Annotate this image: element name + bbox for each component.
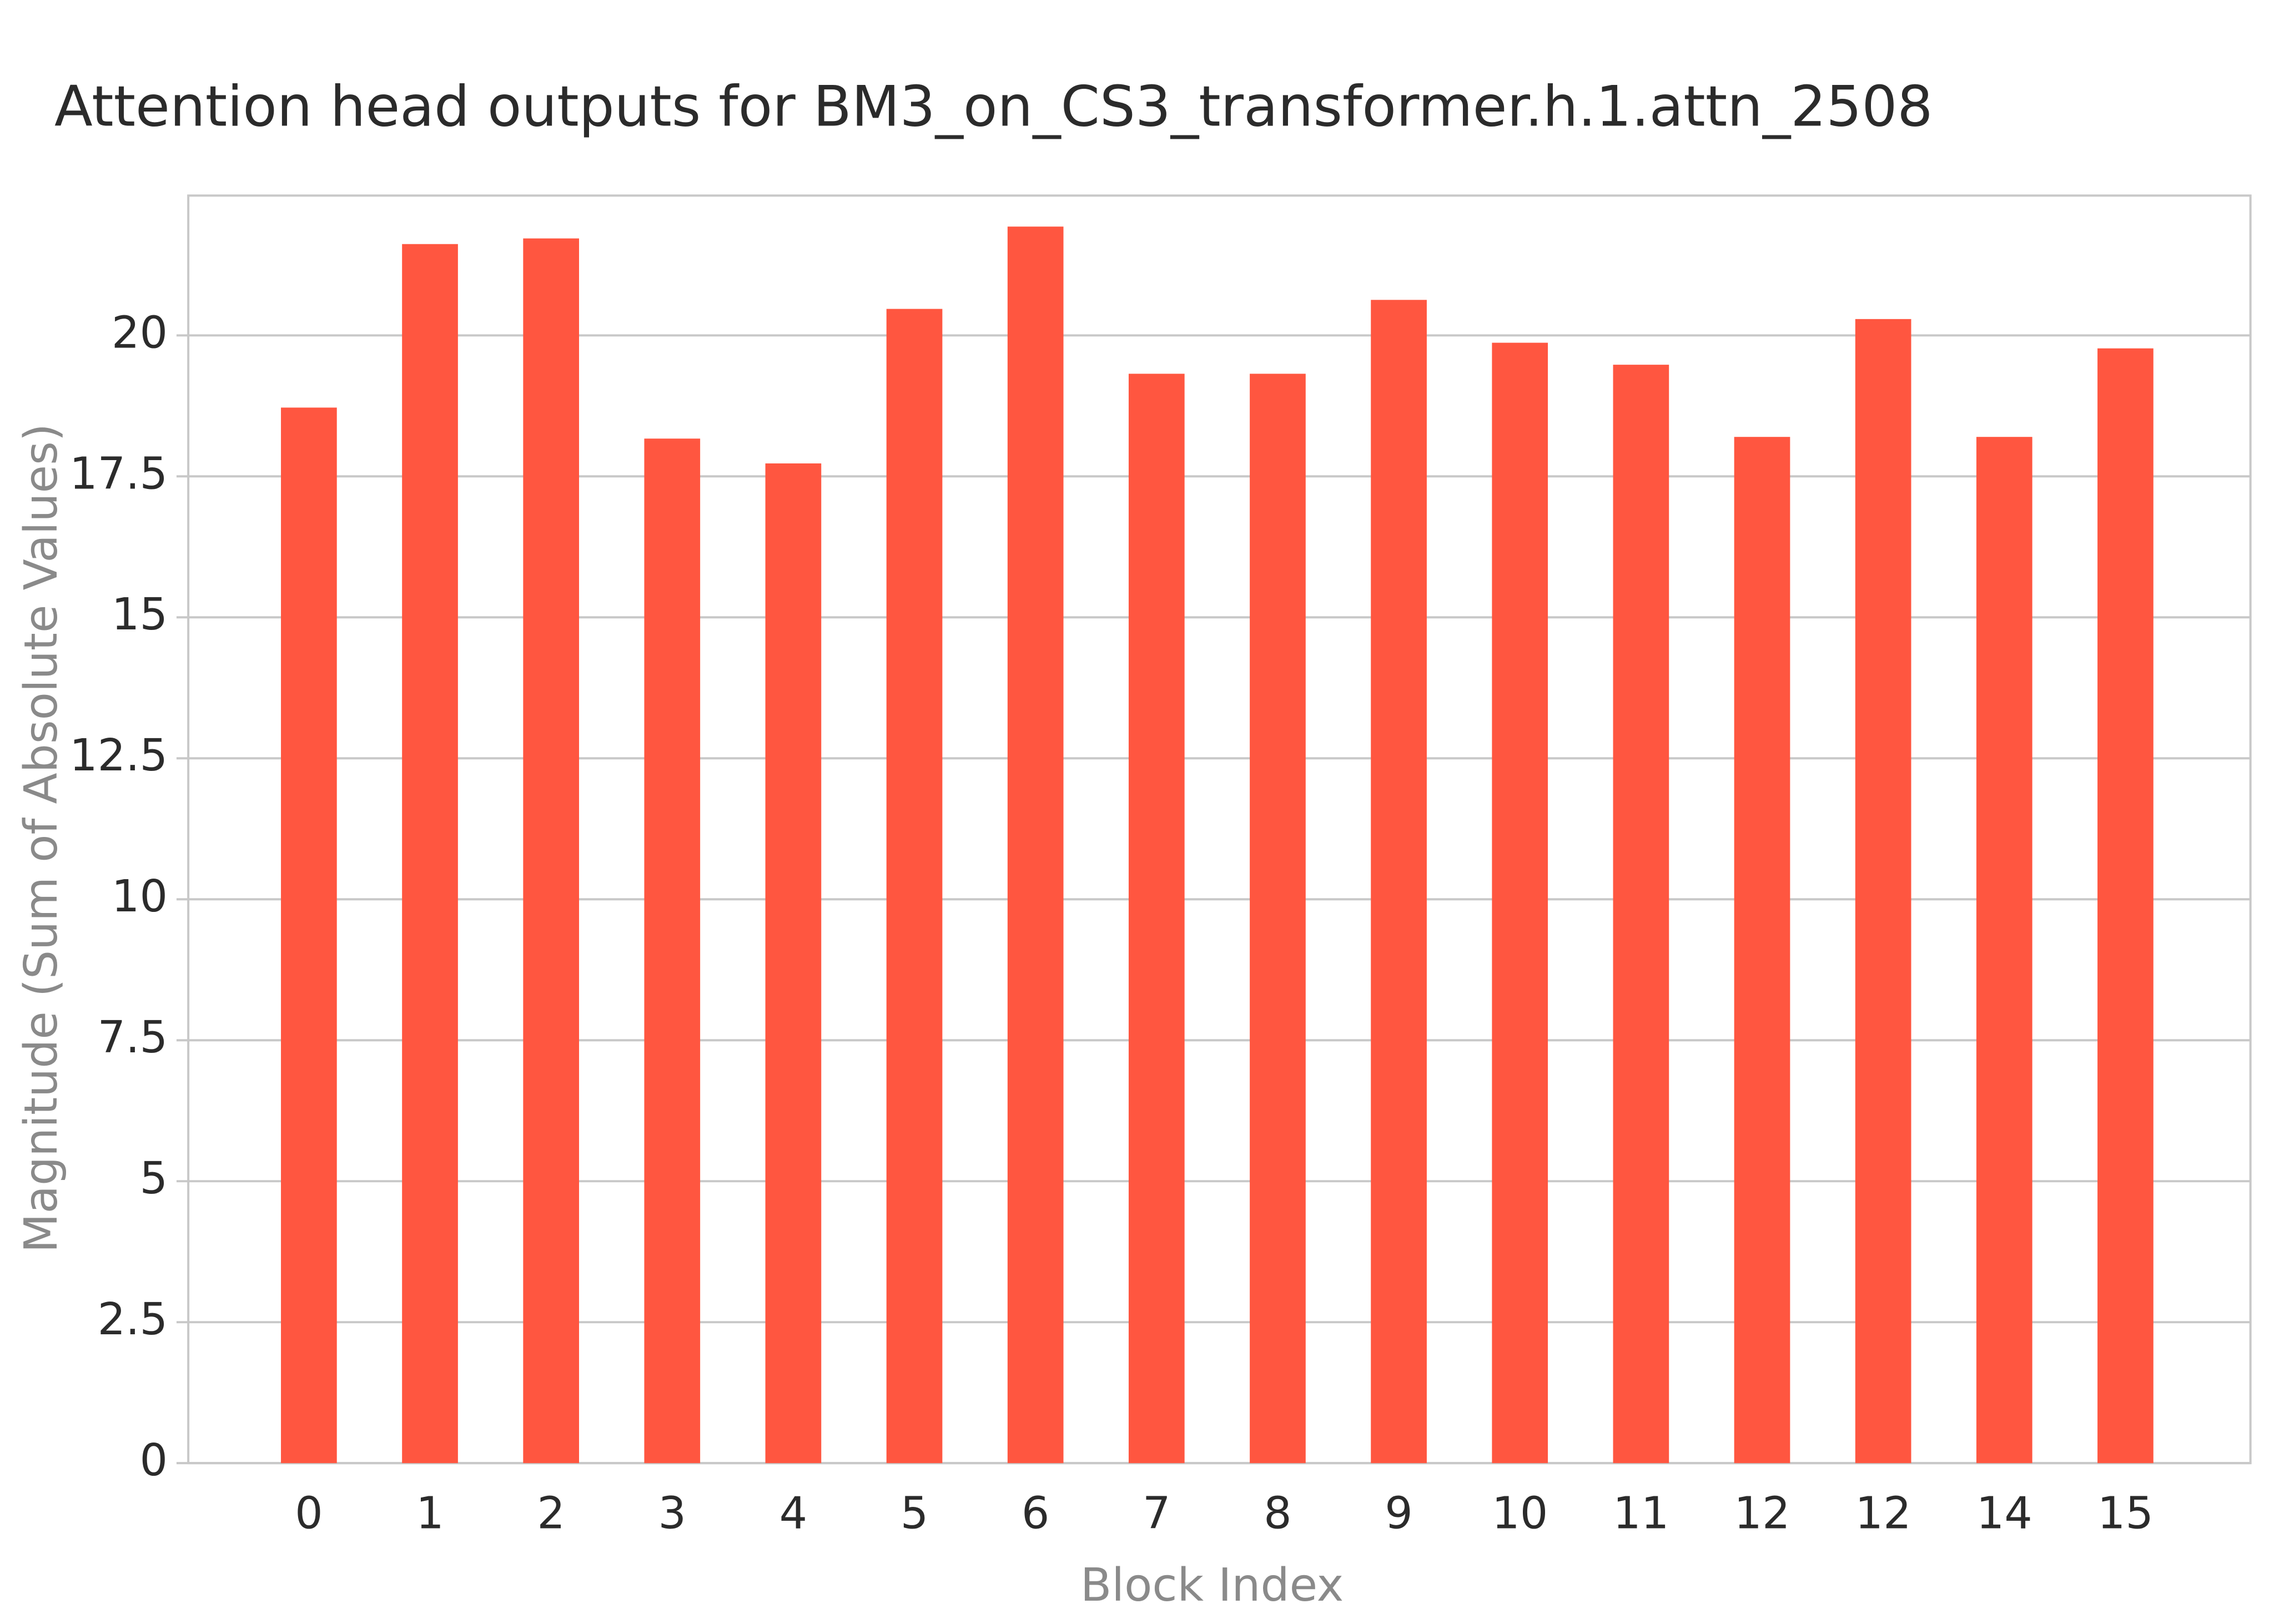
y-tick-label: 20 (112, 306, 168, 358)
x-tick-label: 1 (416, 1487, 444, 1539)
bar (1976, 437, 2032, 1464)
bar (281, 407, 337, 1464)
y-tick-label: 17.5 (69, 447, 168, 499)
y-axis-label: Magnitude (Sum of Absolute Values) (15, 423, 68, 1253)
y-tick-label: 2.5 (98, 1293, 168, 1345)
x-tick-label: 5 (900, 1487, 929, 1539)
bar (644, 438, 701, 1464)
x-tick-label: 11 (1613, 1487, 1669, 1539)
y-tick-label: 5 (139, 1152, 168, 1204)
x-tick-label: 0 (295, 1487, 323, 1539)
x-tick-label: 3 (658, 1487, 687, 1539)
bar (2097, 348, 2154, 1464)
y-tick-label: 15 (112, 588, 168, 640)
bar (1007, 226, 1064, 1464)
y-tick-label: 12.5 (69, 729, 168, 781)
bar (1492, 342, 1548, 1464)
bar (1855, 319, 1911, 1464)
y-tick-label: 10 (112, 870, 168, 922)
x-tick-label: 6 (1022, 1487, 1050, 1539)
plot-frame (187, 194, 2252, 1465)
x-tick-label: 14 (1976, 1487, 2032, 1539)
bar (765, 463, 822, 1464)
x-tick-label: 15 (2097, 1487, 2154, 1539)
x-tick-label: 2 (537, 1487, 565, 1539)
x-tick-label: 7 (1143, 1487, 1171, 1539)
bar (1250, 374, 1306, 1464)
bar (1371, 300, 1427, 1464)
bar (1734, 437, 1790, 1464)
y-tick-label: 7.5 (98, 1011, 168, 1063)
bar (1128, 374, 1185, 1464)
bar (886, 309, 943, 1464)
chart-title: Attention head outputs for BM3_on_CS3_tr… (54, 74, 1933, 139)
x-tick-label: 4 (779, 1487, 808, 1539)
bar (1613, 365, 1669, 1464)
y-tick-label: 0 (139, 1434, 168, 1486)
x-tick-label: 12 (1734, 1487, 1790, 1539)
x-tick-label: 12 (1855, 1487, 1911, 1539)
bar (402, 244, 458, 1464)
x-axis-label: Block Index (1080, 1559, 1344, 1612)
x-tick-label: 9 (1385, 1487, 1413, 1539)
bar (523, 238, 579, 1464)
x-tick-label: 10 (1492, 1487, 1548, 1539)
x-tick-label: 8 (1264, 1487, 1292, 1539)
